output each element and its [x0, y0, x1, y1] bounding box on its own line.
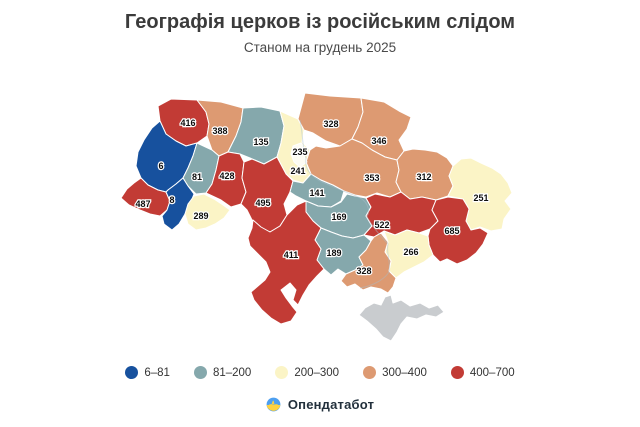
- region-value-zaporizhzhia: 266: [403, 247, 418, 257]
- region-value-zakarpattia: 487: [135, 199, 150, 209]
- opendatabot-logo-icon: [266, 397, 281, 412]
- brand-name: Опендатабот: [287, 397, 375, 412]
- legend-color-dot: [275, 366, 289, 379]
- region-value-kirovohrad: 169: [331, 212, 346, 222]
- region-value-chernivtsi: 289: [193, 211, 208, 221]
- legend-color-dot: [450, 366, 464, 379]
- legend-label: 200–300: [294, 366, 340, 379]
- region-value-zhytomyr: 135: [253, 137, 268, 147]
- brand-footer: Опендатабот: [0, 397, 640, 412]
- region-kyiv-city: [290, 142, 308, 168]
- legend-color-dot: [193, 366, 207, 379]
- region-value-ternopil: 81: [192, 172, 202, 182]
- map-legend: 6–81 81–200 200–300 300–400 400–700: [0, 366, 640, 379]
- region-odesa: [247, 200, 325, 325]
- region-value-mykolaiv: 189: [326, 248, 341, 258]
- region-value-kherson: 328: [356, 266, 371, 276]
- region-dnipropetrovsk: [363, 191, 439, 238]
- legend-item-81–200: 81–200: [193, 366, 252, 379]
- region-value-volyn: 416: [180, 118, 195, 128]
- region-value-kyiv-city: 235: [292, 147, 307, 157]
- legend-item-400–700: 400–700: [450, 366, 515, 379]
- region-value-ivano-frankivsk: 8: [169, 195, 174, 205]
- legend-label: 6–81: [144, 366, 170, 379]
- region-ternopil: [182, 142, 220, 195]
- region-value-lviv: 6: [158, 161, 163, 171]
- region-value-donetsk: 685: [444, 226, 459, 236]
- region-value-cherkasy: 141: [309, 188, 324, 198]
- region-value-sumy: 346: [371, 136, 386, 146]
- region-value-dnipropetrovsk: 522: [374, 220, 389, 230]
- legend-color-dot: [125, 366, 139, 379]
- dnipro-river-line: [299, 119, 390, 289]
- legend-color-dot: [363, 366, 377, 379]
- region-value-luhansk: 251: [473, 193, 488, 203]
- region-value-poltava: 353: [364, 173, 379, 183]
- region-value-vinnytsia: 495: [255, 198, 270, 208]
- region-value-odesa: 411: [284, 250, 299, 260]
- region-chernivtsi: [184, 193, 231, 231]
- legend-label: 400–700: [469, 366, 515, 379]
- legend-item-200–300: 200–300: [275, 366, 339, 379]
- region-value-kyiv-region: 241: [290, 166, 305, 176]
- region-value-rivne: 388: [212, 126, 227, 136]
- legend-item-300–400: 300–400: [363, 366, 427, 379]
- region-zakarpattia: [120, 177, 171, 217]
- legend-item-6–81: 6–81: [125, 366, 170, 379]
- region-donetsk: [427, 196, 489, 265]
- legend-label: 300–400: [382, 366, 427, 379]
- region-kherson: [340, 232, 397, 294]
- region-value-chernihiv: 328: [323, 119, 338, 129]
- page-subtitle: Станом на грудень 2025: [243, 39, 397, 55]
- legend-label: 81–200: [212, 366, 252, 379]
- region-value-khmelnytskyi: 428: [219, 171, 234, 181]
- region-value-kharkiv: 312: [416, 172, 431, 182]
- page-title: Географія церков із російським слідом: [124, 11, 516, 33]
- region-crimea: [358, 294, 445, 342]
